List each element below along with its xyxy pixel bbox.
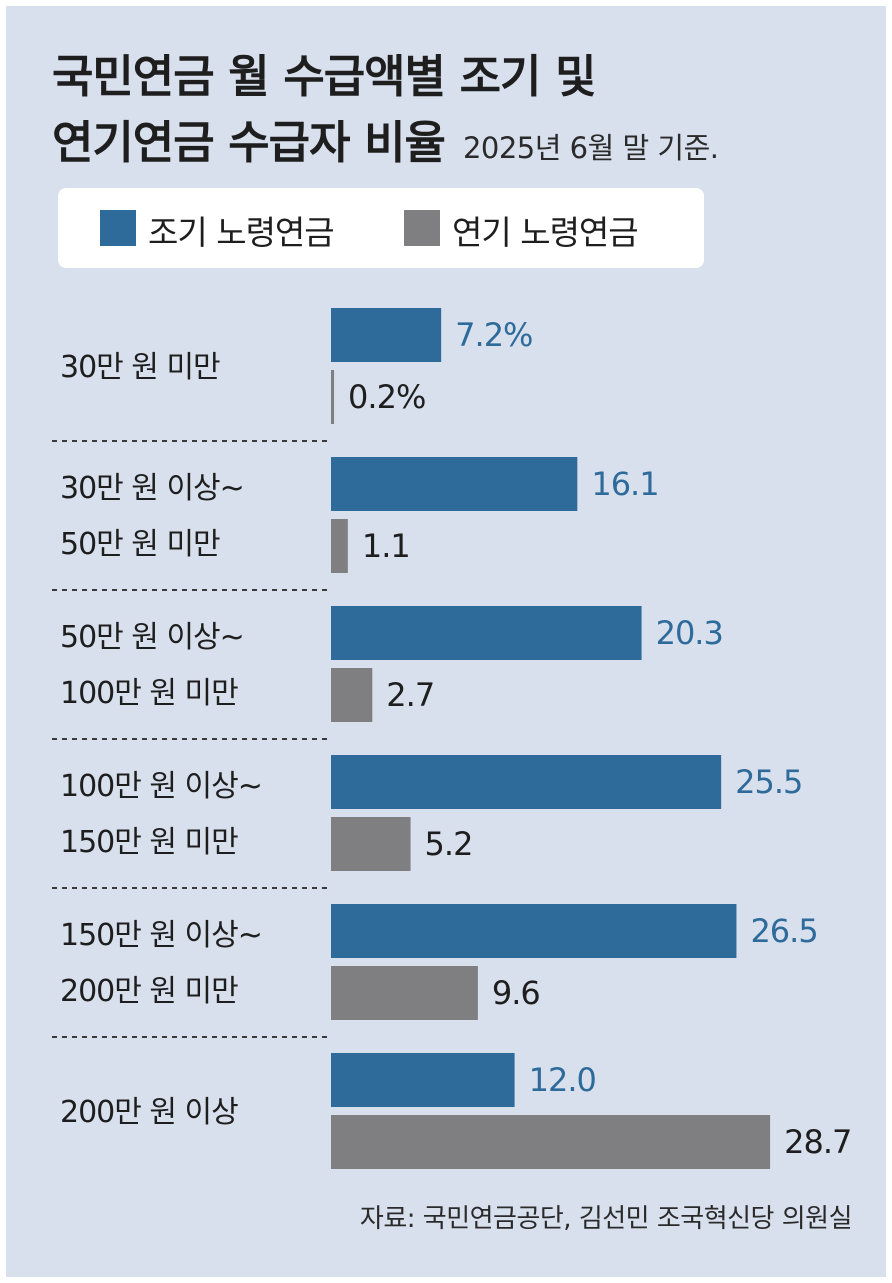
chart-title-line1: 국민연금 월 수급액별 조기 및: [52, 50, 596, 103]
value-label-deferred: 9.6: [492, 974, 540, 1012]
bar-deferred: [331, 370, 335, 424]
legend-swatch-early: [100, 210, 136, 246]
value-label-deferred: 1.1: [362, 527, 410, 565]
legend-label-deferred: 연기 노령연금: [452, 213, 639, 252]
bar-deferred: [331, 1115, 771, 1169]
bar-early: [331, 755, 722, 809]
value-label-early: 7.2%: [455, 316, 532, 354]
legend-label-early: 조기 노령연금: [148, 213, 335, 252]
value-label-deferred: 2.7: [386, 676, 434, 714]
chart-title-line2-text: 연기연금 수급자 비율: [52, 116, 446, 169]
category-label: 150만 원 미만: [60, 825, 238, 860]
bar-deferred: [331, 817, 411, 871]
bar-early: [331, 308, 442, 362]
value-label-early: 12.0: [529, 1061, 596, 1099]
value-label-early: 26.5: [750, 912, 817, 950]
chart-subtitle: 2025년 6월 말 기준.: [462, 131, 719, 165]
value-label-early: 20.3: [656, 614, 723, 652]
value-label-early: 25.5: [735, 763, 802, 801]
value-label-early: 16.1: [591, 465, 658, 503]
category-label: 30만 원 이상~: [60, 471, 244, 506]
category-label: 50만 원 이상~: [60, 620, 244, 655]
legend: 조기 노령연금 연기 노령연금: [58, 188, 704, 268]
category-label: 50만 원 미만: [60, 527, 220, 562]
source-note: 자료: 국민연금공단, 김선민 조국혁신당 의원실: [359, 1204, 853, 1234]
bar-early: [331, 1053, 515, 1107]
bar-early: [331, 606, 642, 660]
value-label-deferred: 28.7: [784, 1123, 851, 1161]
bar-early: [331, 904, 737, 958]
bar-deferred: [331, 668, 373, 722]
value-label-deferred: 0.2%: [348, 378, 425, 416]
category-label: 100만 원 이상~: [60, 769, 262, 804]
category-label: 200만 원 미만: [60, 974, 238, 1009]
category-label: 30만 원 미만: [60, 350, 220, 385]
bar-early: [331, 457, 578, 511]
bar-deferred: [331, 519, 348, 573]
category-label: 100만 원 미만: [60, 676, 238, 711]
category-label: 150만 원 이상~: [60, 918, 262, 953]
chart-title-line2: 연기연금 수급자 비율 2025년 6월 말 기준.: [52, 106, 719, 171]
bar-deferred: [331, 966, 478, 1020]
legend-swatch-deferred: [404, 210, 440, 246]
value-label-deferred: 5.2: [425, 825, 473, 863]
category-label: 200만 원 이상: [60, 1095, 238, 1130]
